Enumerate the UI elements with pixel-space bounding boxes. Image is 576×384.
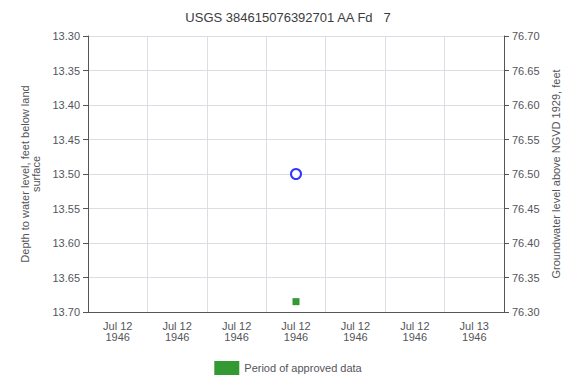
svg-text:13.40: 13.40 bbox=[52, 99, 80, 111]
svg-text:76.30: 76.30 bbox=[512, 306, 540, 318]
svg-text:76.40: 76.40 bbox=[512, 237, 540, 249]
svg-text:13.35: 13.35 bbox=[52, 65, 80, 77]
svg-text:76.60: 76.60 bbox=[512, 99, 540, 111]
svg-text:76.35: 76.35 bbox=[512, 272, 540, 284]
svg-text:Jul 12: Jul 12 bbox=[162, 319, 192, 332]
svg-text:1946: 1946 bbox=[462, 331, 486, 343]
svg-text:13.65: 13.65 bbox=[52, 272, 80, 284]
svg-text:Period of approved data: Period of approved data bbox=[244, 362, 362, 374]
svg-text:13.70: 13.70 bbox=[52, 306, 80, 318]
svg-text:76.55: 76.55 bbox=[512, 134, 540, 146]
svg-text:Jul 13: Jul 13 bbox=[459, 319, 489, 332]
svg-text:Jul 12: Jul 12 bbox=[103, 319, 133, 332]
svg-text:Jul 12: Jul 12 bbox=[340, 319, 371, 332]
svg-text:Jul 12: Jul 12 bbox=[221, 319, 252, 332]
svg-text:USGS 384615076392701 AA Fd 7: USGS 384615076392701 AA Fd 7 bbox=[185, 10, 390, 25]
svg-text:76.45: 76.45 bbox=[512, 203, 540, 215]
svg-text:1946: 1946 bbox=[105, 331, 129, 343]
svg-text:13.30: 13.30 bbox=[52, 30, 80, 42]
svg-text:13.45: 13.45 bbox=[52, 134, 80, 146]
svg-text:1946: 1946 bbox=[343, 331, 367, 343]
svg-text:13.60: 13.60 bbox=[52, 237, 80, 249]
svg-text:Depth to water level, feet bel: Depth to water level, feet below land bbox=[19, 85, 32, 263]
svg-text:1946: 1946 bbox=[224, 331, 248, 343]
svg-text:1946: 1946 bbox=[165, 331, 189, 343]
svg-text:Groundwater level above NGVD 1: Groundwater level above NGVD 1929, feet bbox=[550, 69, 562, 278]
svg-text:Jul 12: Jul 12 bbox=[281, 319, 311, 332]
svg-text:76.50: 76.50 bbox=[512, 168, 540, 180]
svg-text:surface: surface bbox=[30, 156, 42, 192]
svg-text:76.65: 76.65 bbox=[512, 65, 540, 77]
svg-text:Jul 12: Jul 12 bbox=[400, 319, 430, 332]
svg-text:76.70: 76.70 bbox=[512, 30, 540, 42]
svg-text:1946: 1946 bbox=[403, 331, 427, 343]
svg-text:13.55: 13.55 bbox=[52, 203, 80, 215]
svg-text:1946: 1946 bbox=[284, 331, 308, 343]
svg-text:13.50: 13.50 bbox=[52, 168, 80, 180]
